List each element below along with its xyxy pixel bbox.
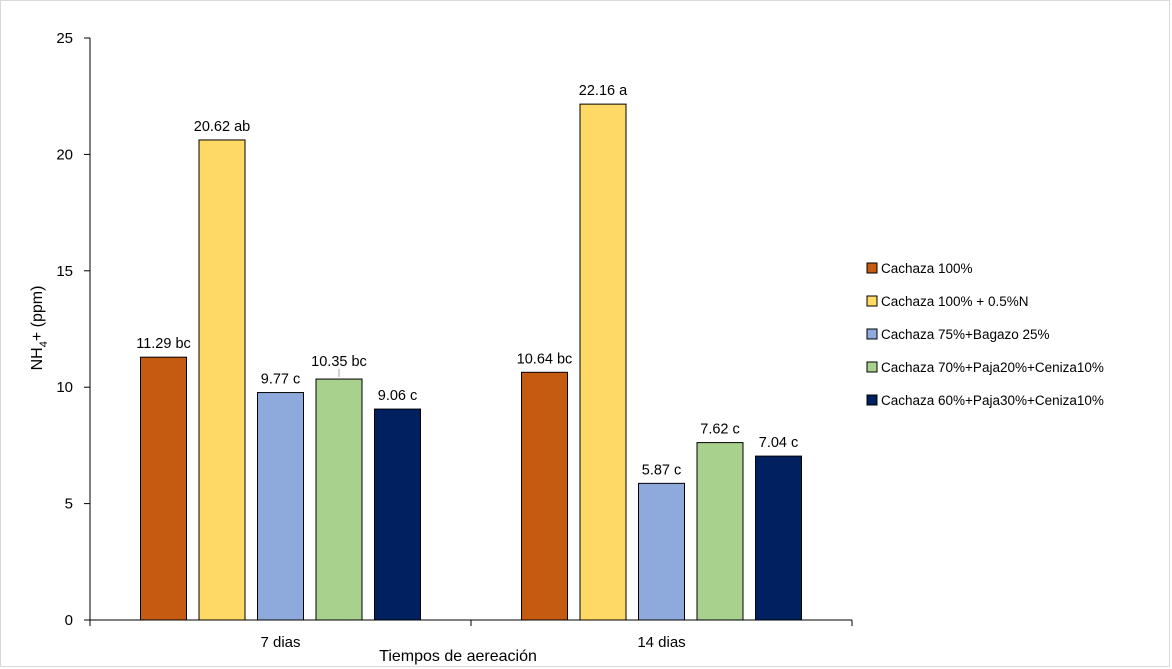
bar <box>315 378 363 621</box>
y-tick-label: 5 <box>65 496 73 513</box>
tick-labels-layer: 0 5 10 15 20 25 7 dias 14 dias <box>56 30 685 651</box>
legend-swatch <box>866 361 878 373</box>
data-label: 10.64 bc <box>517 351 573 367</box>
bar <box>755 455 802 621</box>
legend-swatch <box>866 262 878 274</box>
bar <box>257 392 304 621</box>
data-label: 5.87 c <box>642 462 682 478</box>
y-axis-title-subscript: 4 <box>38 341 50 347</box>
legend-swatch <box>866 295 878 307</box>
data-label: 20.62 ab <box>194 119 250 135</box>
y-tick-label: 15 <box>56 263 73 280</box>
legend-label: Cachaza 100% + 0.5%N <box>881 294 1028 309</box>
bars-layer <box>140 103 802 621</box>
y-tick-label: 10 <box>56 379 73 396</box>
legend-swatch <box>866 328 878 340</box>
data-label: 22.16 a <box>579 83 628 99</box>
data-label: 7.04 c <box>759 435 799 451</box>
y-tick-label: 25 <box>56 30 73 47</box>
legend-label: Cachaza 75%+Bagazo 25% <box>881 327 1050 342</box>
y-axis-title-rest: + (ppm) <box>29 286 46 342</box>
y-axis-title-main: NH <box>29 347 46 370</box>
data-label: 7.62 c <box>700 422 740 438</box>
bar <box>521 371 568 621</box>
data-label: 10.35 bc <box>311 354 367 370</box>
axes-layer <box>84 37 853 626</box>
bar <box>696 442 744 621</box>
data-label: 9.06 c <box>378 388 418 404</box>
bar <box>374 408 421 621</box>
data-label: 9.77 c <box>261 372 301 388</box>
legend-swatch <box>866 394 878 406</box>
y-tick-label: 20 <box>56 146 73 163</box>
legend-label: Cachaza 100% <box>881 261 973 276</box>
legend: Cachaza 100% Cachaza 100% + 0.5%N Cachaza … <box>866 261 1104 408</box>
x-axis-title: Tiempos de aereación <box>379 648 537 665</box>
legend-label: Cachaza 70%+Paja20%+Ceniza10% <box>881 360 1104 375</box>
bar <box>140 356 187 621</box>
bar <box>198 139 246 621</box>
y-tick-label: 0 <box>65 612 73 629</box>
data-labels-layer: 11.29 bc 10.64 bc 20.62 ab 22.16 a 9.77 c 5.8… <box>136 83 798 478</box>
bar <box>638 482 685 621</box>
data-label: 11.29 bc <box>136 336 191 352</box>
x-tick-label: 14 dias <box>637 634 685 651</box>
y-axis-title: NH4+ (ppm) <box>29 286 50 371</box>
x-tick-label: 7 dias <box>260 634 300 651</box>
bar <box>579 103 627 621</box>
legend-label: Cachaza 60%+Paja30%+Ceniza10% <box>881 393 1104 408</box>
